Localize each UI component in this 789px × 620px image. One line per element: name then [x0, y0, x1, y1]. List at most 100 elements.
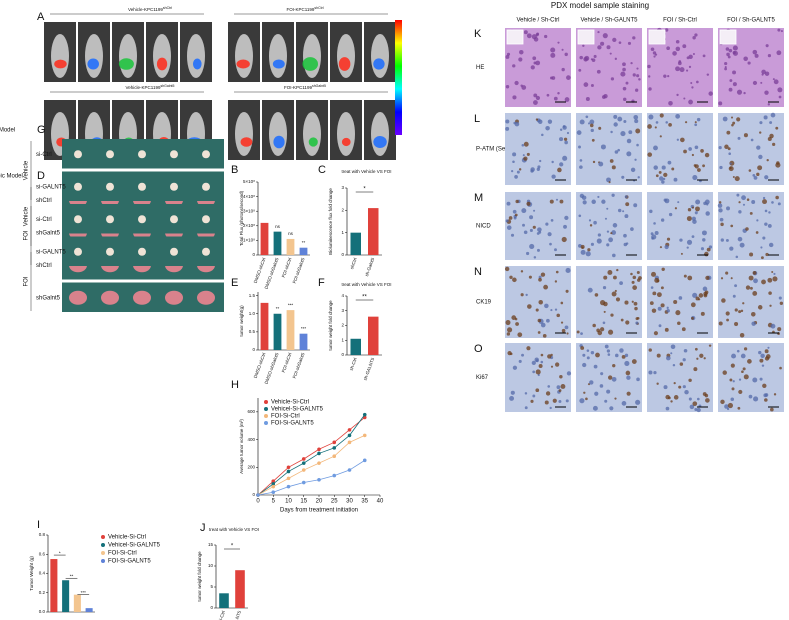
cell	[606, 45, 611, 50]
x-tick-label: DMSO-shGalnt5	[264, 257, 280, 290]
cell	[521, 353, 525, 357]
significance: *	[59, 550, 61, 555]
cell	[518, 359, 522, 363]
cell	[555, 270, 559, 274]
cell	[535, 95, 541, 101]
cell	[725, 311, 730, 316]
cell	[512, 209, 517, 214]
cell	[540, 322, 546, 328]
tumor	[138, 150, 146, 159]
cell	[728, 87, 733, 92]
cell	[759, 358, 764, 363]
cell	[655, 121, 659, 124]
cell	[634, 158, 637, 161]
cell	[768, 242, 774, 248]
signal	[236, 59, 250, 69]
tumor	[133, 290, 151, 305]
cell	[612, 253, 616, 258]
cell	[753, 278, 758, 284]
cell	[556, 313, 561, 318]
significance: ***	[288, 302, 294, 307]
panel-title: PDX Model	[0, 128, 15, 134]
cell	[554, 248, 557, 252]
cell	[684, 121, 688, 124]
cell	[626, 151, 632, 157]
cell	[590, 128, 594, 133]
bar	[299, 333, 308, 350]
micrograph	[576, 266, 642, 338]
cell	[622, 86, 627, 91]
signal	[373, 136, 387, 148]
cell	[538, 364, 543, 368]
cell	[680, 252, 683, 255]
y-tick-label: 4×10⁸	[243, 194, 255, 199]
point	[301, 457, 306, 461]
cell	[622, 62, 626, 67]
cell	[668, 122, 672, 127]
significance: ns	[275, 224, 281, 229]
cell	[597, 30, 600, 34]
point	[347, 428, 352, 432]
cell	[600, 144, 606, 150]
cell	[718, 146, 722, 150]
cell	[608, 329, 614, 335]
mouse-body	[235, 34, 253, 78]
cell	[607, 375, 613, 380]
cell	[759, 377, 763, 381]
cell	[664, 327, 669, 332]
cell	[623, 97, 627, 102]
cell	[762, 383, 767, 388]
cell	[764, 398, 768, 402]
cell	[636, 377, 640, 382]
cell	[762, 196, 766, 200]
cell	[660, 286, 664, 290]
y-tick-label: 0.6	[39, 551, 46, 556]
cell	[512, 365, 518, 370]
cell	[518, 57, 523, 62]
cell	[637, 278, 641, 282]
cell	[576, 330, 580, 334]
tumor	[170, 215, 178, 224]
cell	[613, 122, 618, 127]
cell	[763, 393, 768, 398]
cell	[761, 69, 766, 75]
significance: ns	[288, 231, 294, 236]
x-tick-label: Si-GALNT5	[229, 610, 242, 620]
cell	[634, 88, 639, 92]
cell	[561, 48, 564, 51]
cell	[608, 237, 614, 243]
cell	[624, 195, 628, 199]
cell	[771, 201, 774, 204]
cell	[596, 69, 601, 74]
significance: ***	[81, 590, 87, 595]
cell	[738, 378, 742, 381]
cell	[557, 167, 562, 173]
bar	[299, 247, 308, 255]
cell	[630, 167, 636, 173]
cell	[677, 61, 682, 66]
cell	[556, 385, 561, 390]
cell	[533, 93, 538, 98]
cell	[705, 275, 710, 281]
cell	[533, 100, 538, 105]
cell	[664, 28, 669, 32]
cell	[522, 223, 525, 227]
cell	[617, 148, 620, 152]
cell	[747, 61, 751, 65]
cell	[702, 238, 706, 242]
cell	[578, 145, 581, 149]
cell	[564, 140, 568, 145]
cell	[650, 232, 654, 236]
cell	[630, 272, 633, 276]
panel-label: A	[37, 11, 45, 23]
cell	[549, 242, 552, 246]
cell	[666, 306, 669, 309]
cell	[688, 99, 693, 105]
cell	[530, 65, 535, 70]
cell	[547, 232, 552, 237]
y-tick-label: 0.5	[249, 329, 256, 334]
cell	[678, 385, 682, 389]
cell	[606, 243, 610, 247]
cell	[600, 41, 605, 46]
cell	[547, 385, 551, 388]
